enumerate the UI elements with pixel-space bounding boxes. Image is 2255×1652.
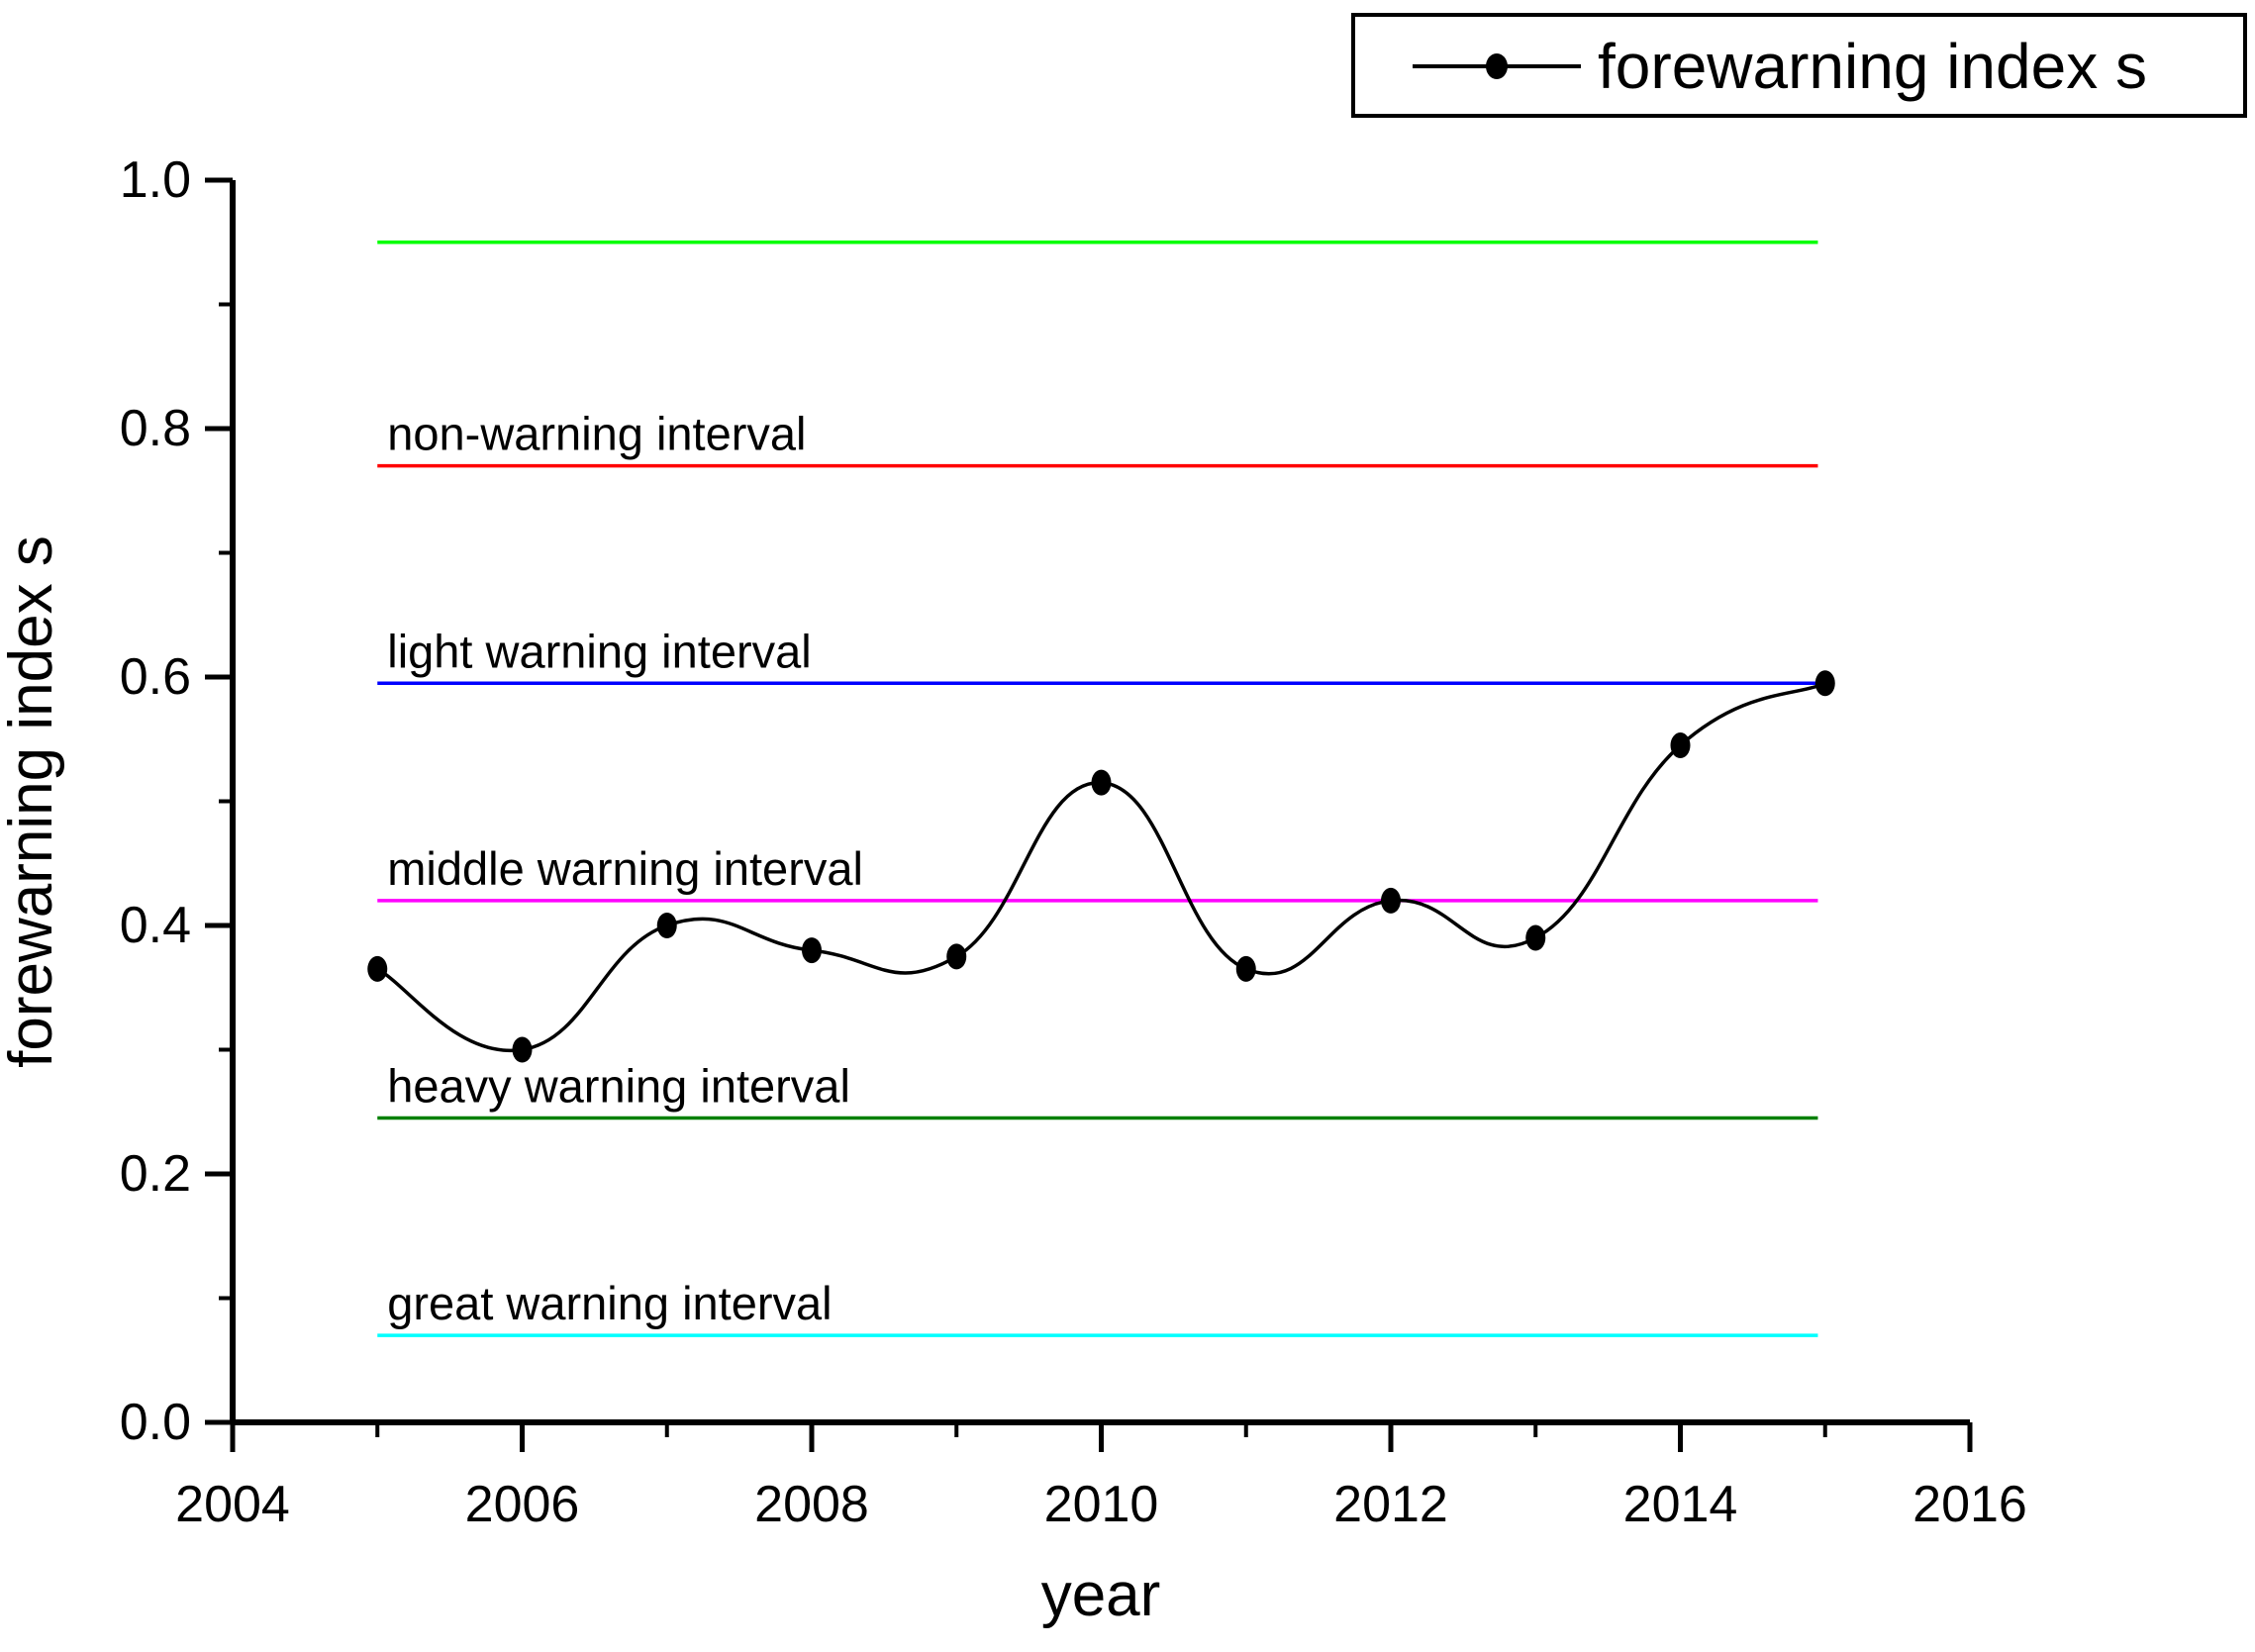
data-point-2008 (802, 937, 822, 964)
x-tick-label: 2012 (1333, 1476, 1448, 1533)
data-point-2015 (1814, 670, 1835, 697)
y-axis-title: forewarning index s (0, 535, 65, 1068)
data-point-2014 (1670, 732, 1691, 759)
y-tick-label: 0.2 (120, 1145, 191, 1203)
threshold-label-1: non-warning interval (387, 408, 806, 460)
data-point-2005 (367, 955, 388, 982)
y-tick-label: 0.8 (120, 400, 191, 457)
x-tick-label: 2014 (1623, 1476, 1738, 1533)
x-tick-label: 2016 (1912, 1476, 2027, 1533)
legend-marker-dot (1486, 53, 1508, 79)
data-point-2010 (1091, 769, 1112, 796)
data-point-2013 (1525, 924, 1546, 951)
data-point-2006 (512, 1036, 533, 1063)
x-tick-label: 2006 (465, 1476, 580, 1533)
legend: forewarning index s (1351, 13, 2247, 118)
series-curve (376, 681, 1826, 1053)
threshold-label-2: light warning interval (387, 625, 811, 677)
threshold-label-5: great warning interval (387, 1277, 832, 1329)
data-point-2011 (1235, 955, 1256, 982)
x-axis-title: year (1041, 1561, 1161, 1629)
threshold-lines-layer: non-warning interval light warning interv… (377, 241, 1818, 1337)
threshold-label-4: heavy warning interval (387, 1060, 850, 1113)
data-point-2012 (1381, 887, 1401, 914)
legend-label: forewarning index s (1598, 31, 2147, 102)
x-tick-label: 2004 (175, 1476, 290, 1533)
data-point-2009 (946, 943, 967, 970)
x-tick-label: 2008 (754, 1476, 869, 1533)
x-tick-label: 2010 (1044, 1476, 1159, 1533)
threshold-label-3: middle warning interval (387, 842, 863, 895)
series-layer (367, 670, 1835, 1063)
data-point-2007 (656, 913, 677, 938)
y-tick-label: 1.0 (120, 151, 191, 209)
y-tick-label: 0.4 (120, 897, 191, 954)
y-tick-label: 0.0 (120, 1394, 191, 1451)
y-tick-label: 0.6 (120, 648, 191, 706)
axes-layer: 2004 2006 2008 2010 2012 2014 2016 0.0 0.2 0.4 0.6… (120, 151, 2027, 1533)
